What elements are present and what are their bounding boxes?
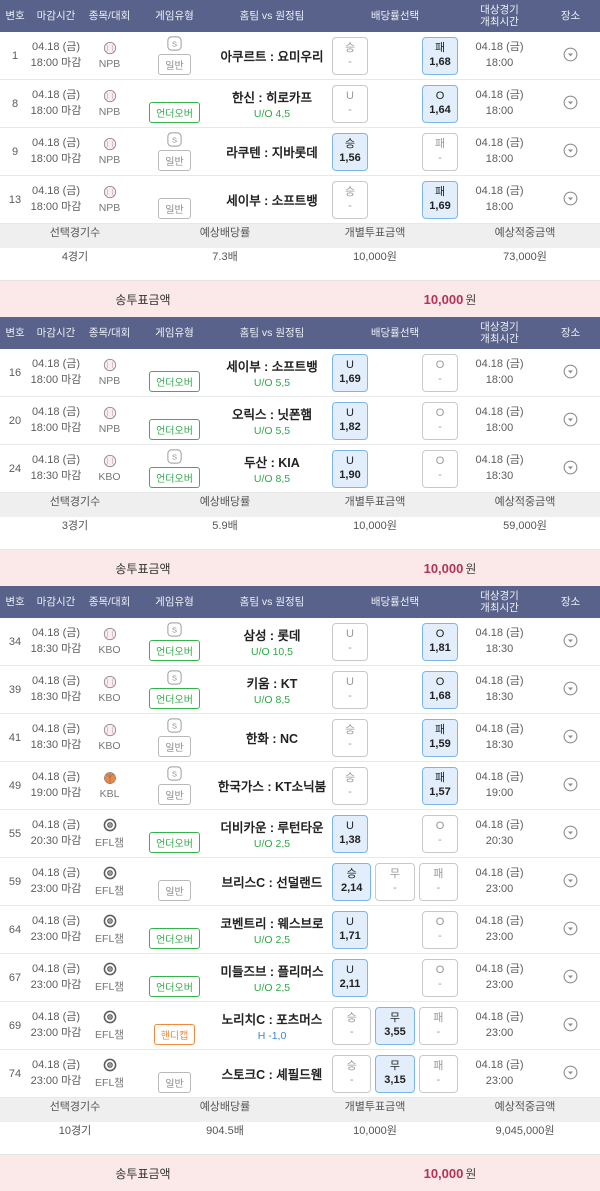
svg-text:S: S [172,136,177,145]
svg-text:S: S [172,453,177,462]
svg-text:S: S [172,626,177,635]
svg-text:S: S [172,674,177,683]
svg-text:S: S [172,770,177,779]
svg-text:S: S [172,722,177,731]
svg-text:S: S [172,40,177,49]
